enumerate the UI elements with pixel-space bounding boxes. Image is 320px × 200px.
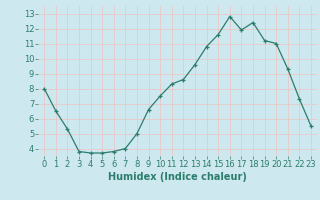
X-axis label: Humidex (Indice chaleur): Humidex (Indice chaleur) [108, 172, 247, 182]
